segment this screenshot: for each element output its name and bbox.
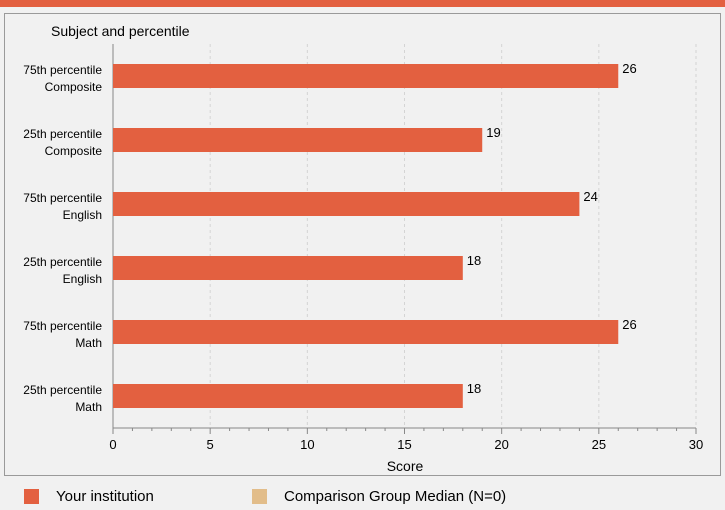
x-axis-label: Score <box>387 458 424 474</box>
category-label: Composite <box>45 144 103 158</box>
bar-value-label: 26 <box>622 61 636 76</box>
category-label: Composite <box>45 80 103 94</box>
bar[interactable] <box>113 192 580 216</box>
category-label: 25th percentile <box>23 127 102 141</box>
category-label: English <box>63 272 102 286</box>
x-tick-label: 5 <box>207 437 214 452</box>
bar-value-label: 26 <box>622 317 636 332</box>
x-tick-label: 25 <box>592 437 606 452</box>
bar[interactable] <box>113 128 483 152</box>
legend-item-your-institution[interactable]: Your institution <box>24 487 154 505</box>
chart-title: Subject and percentile <box>51 23 190 39</box>
x-axis: 0 5 10 15 20 25 30 <box>109 44 703 452</box>
x-tick-label: 15 <box>397 437 411 452</box>
bar-value-label: 24 <box>583 189 597 204</box>
top-accent-bar <box>0 0 725 7</box>
bar[interactable] <box>113 384 463 408</box>
x-tick-label: 0 <box>109 437 116 452</box>
legend-item-comparison-group[interactable]: Comparison Group Median (N=0) <box>252 487 506 505</box>
category-label: 25th percentile <box>23 255 102 269</box>
bar[interactable] <box>113 320 619 344</box>
category-labels: 75th percentile Composite 25th percentile C… <box>23 63 102 414</box>
bar-value-label: 18 <box>467 381 481 396</box>
category-label: 25th percentile <box>23 383 102 397</box>
x-tick-label: 20 <box>494 437 508 452</box>
bar-value-label: 19 <box>486 125 500 140</box>
category-label: Math <box>75 400 102 414</box>
legend: Your institution Comparison Group Median… <box>0 480 725 510</box>
category-label: 75th percentile <box>23 191 102 205</box>
legend-label: Comparison Group Median (N=0) <box>284 487 507 505</box>
category-label: English <box>63 208 102 222</box>
x-tick-label: 10 <box>300 437 314 452</box>
bar[interactable] <box>113 64 619 88</box>
bar-value-label: 18 <box>467 253 481 268</box>
category-label: 75th percentile <box>23 319 102 333</box>
legend-swatch-your-institution <box>24 488 39 504</box>
legend-label: Your institution <box>56 487 154 505</box>
bars: 26 19 24 18 26 18 <box>113 61 637 408</box>
bar[interactable] <box>113 256 463 280</box>
legend-swatch-comparison-group <box>252 488 267 504</box>
bar-chart: Subject and percentile 0 5 10 15 20 25 30 26 19… <box>23 23 703 474</box>
grid-lines <box>209 44 697 428</box>
category-label: 75th percentile <box>23 63 102 77</box>
category-label: Math <box>75 336 102 350</box>
x-tick-label: 30 <box>689 437 703 452</box>
